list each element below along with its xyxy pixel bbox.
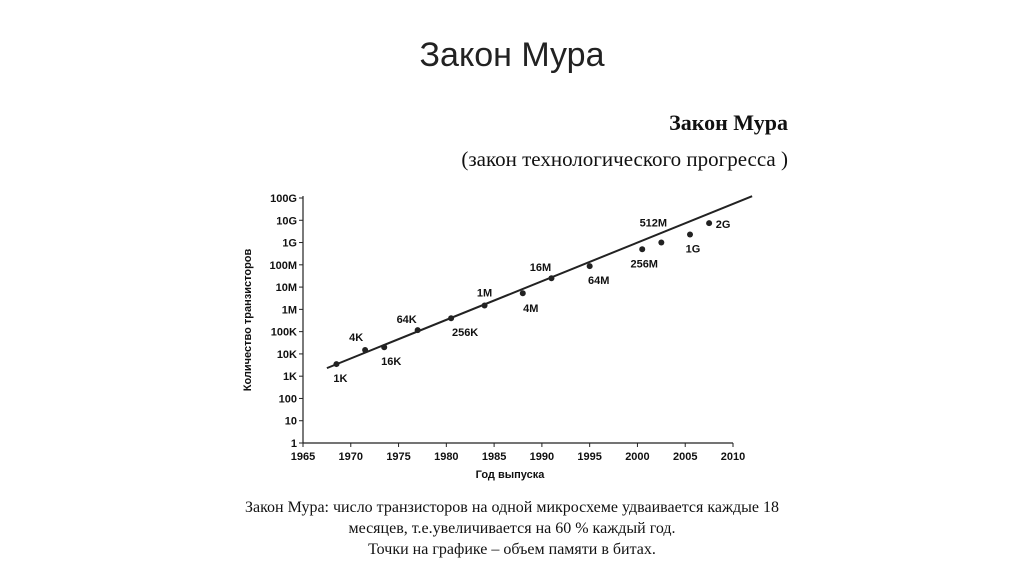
point-label: 64M	[588, 275, 609, 287]
point-label: 1G	[686, 243, 701, 255]
point-label: 256K	[452, 327, 478, 339]
caption-line: месяцев, т.е.увеличивается на 60 % кажды…	[348, 520, 675, 537]
point-label: 16K	[381, 356, 401, 368]
data-point	[362, 346, 369, 353]
y-tick-label: 100M	[269, 260, 297, 272]
data-point	[414, 327, 421, 334]
x-tick-label: 1965	[291, 451, 315, 463]
slide-title: Закон Мура	[420, 36, 605, 74]
y-tick-label: 10K	[277, 349, 297, 361]
data-point	[448, 315, 455, 322]
chart-subtitle: (закон технологического прогресса )	[461, 147, 788, 171]
x-tick-label: 2005	[673, 451, 697, 463]
point-label: 1M	[477, 287, 492, 299]
y-tick-label: 100K	[271, 327, 297, 339]
y-tick-label: 1M	[282, 304, 297, 316]
data-point	[519, 290, 526, 297]
x-tick-label: 1975	[386, 451, 410, 463]
point-label: 16M	[530, 262, 551, 274]
y-tick-label: 100	[279, 393, 297, 405]
trend-line	[326, 195, 753, 370]
point-label: 512M	[640, 218, 668, 230]
chart-title: Закон Мура	[669, 110, 788, 135]
x-axis-label: Год выпуска	[476, 469, 546, 481]
data-point	[687, 231, 693, 238]
y-axis-label: Количество транзисторов	[242, 248, 254, 391]
point-label: 256M	[630, 258, 658, 270]
y-tick-label: 1G	[282, 238, 297, 250]
x-tick-label: 1970	[339, 451, 363, 463]
y-tick-label: 1	[291, 438, 297, 450]
data-point	[639, 246, 646, 253]
caption-line: Точки на графике – объем памяти в битах.	[368, 541, 656, 558]
data-point	[548, 275, 555, 282]
y-tick-label: 10	[285, 416, 297, 428]
point-label: 4M	[523, 303, 538, 315]
x-tick-label: 2010	[721, 451, 745, 463]
x-tick-label: 1990	[530, 451, 554, 463]
y-tick-label: 10M	[276, 282, 297, 294]
data-point	[586, 263, 593, 270]
point-label: 2G	[716, 219, 731, 231]
caption-line: Закон Мура: число транзисторов на одной …	[245, 499, 779, 516]
y-tick-label: 100G	[270, 193, 297, 205]
point-label: 1K	[333, 373, 347, 385]
data-point	[481, 302, 488, 309]
data-point	[706, 220, 713, 227]
y-tick-label: 1K	[283, 371, 297, 383]
x-tick-label: 1985	[482, 451, 506, 463]
point-label: 4K	[349, 332, 363, 344]
x-tick-label: 1995	[577, 451, 601, 463]
x-tick-label: 2000	[625, 451, 649, 463]
data-point	[658, 239, 665, 246]
data-point	[381, 344, 388, 351]
data-point	[333, 361, 340, 368]
x-tick-label: 1980	[434, 451, 458, 463]
point-label: 64K	[397, 314, 417, 326]
y-tick-label: 10G	[276, 215, 297, 227]
